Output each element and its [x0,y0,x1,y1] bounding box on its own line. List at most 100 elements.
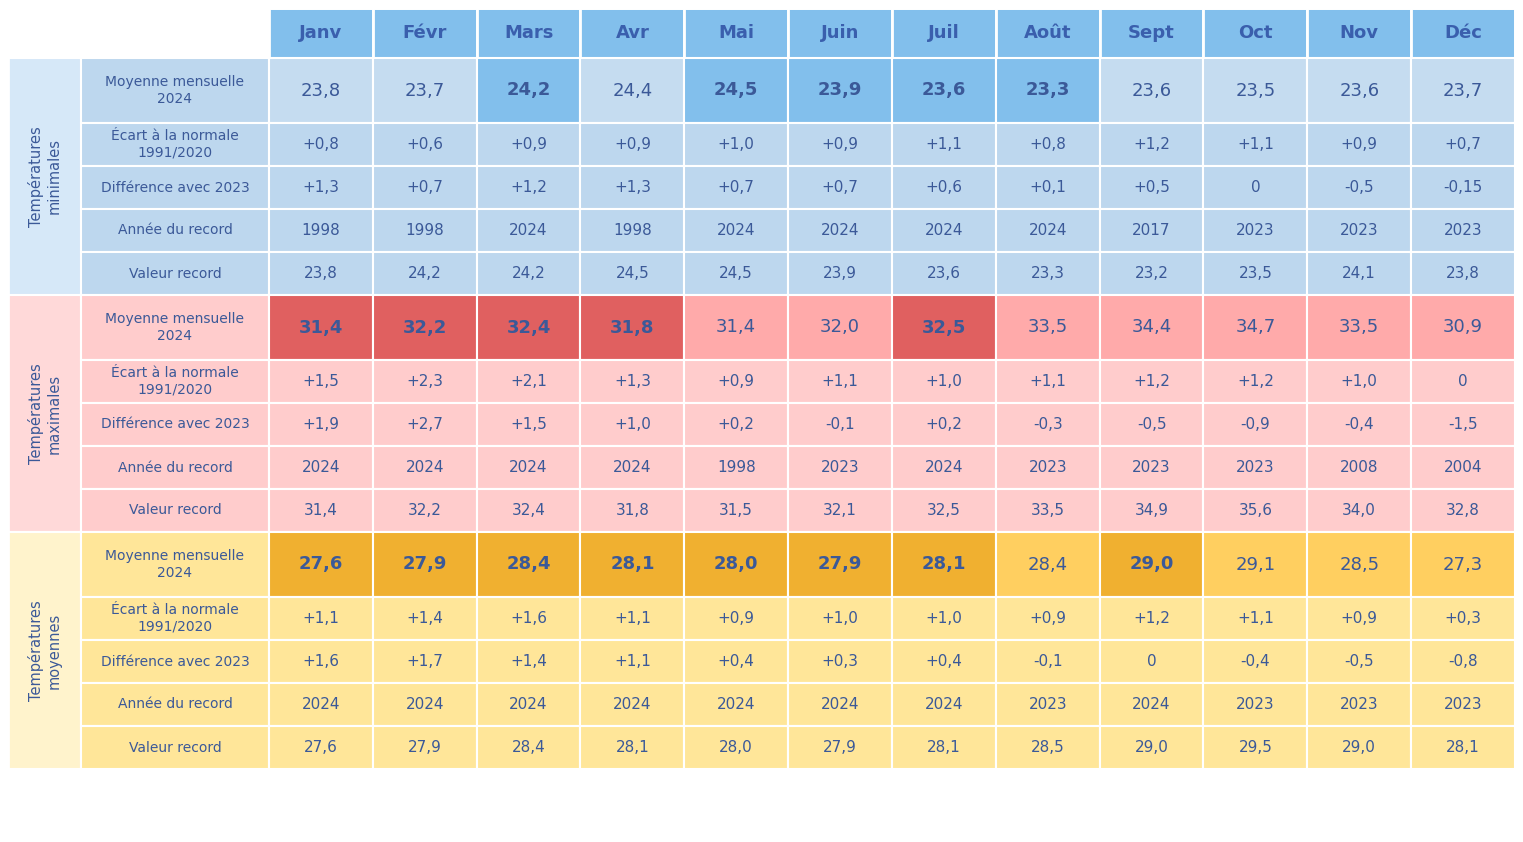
Bar [684,597,789,640]
Bar [270,8,373,58]
Text: +1,3: +1,3 [614,374,650,389]
Bar [8,8,270,58]
Bar [580,166,684,209]
Text: +0,9: +0,9 [717,374,755,389]
Bar [1100,446,1203,489]
Text: +0,4: +0,4 [717,654,755,669]
Bar [270,58,373,123]
Text: 2024: 2024 [614,697,652,712]
Bar [789,726,892,769]
Bar [996,252,1100,295]
Text: 2023: 2023 [1340,223,1378,238]
Bar [580,295,684,360]
Text: 2024: 2024 [302,460,340,475]
Bar [996,209,1100,252]
Bar [81,726,270,769]
Text: 29,1: 29,1 [1235,556,1275,573]
Text: 28,4: 28,4 [1028,556,1068,573]
Text: 34,4: 34,4 [1132,318,1171,337]
Bar [1412,726,1515,769]
Bar [684,446,789,489]
Bar [1412,295,1515,360]
Bar [1203,123,1307,166]
Bar [477,597,580,640]
Bar [684,403,789,446]
Text: +0,9: +0,9 [717,611,755,626]
Text: 28,1: 28,1 [611,556,655,573]
Text: 31,4: 31,4 [716,318,757,337]
Text: +1,6: +1,6 [303,654,340,669]
Text: +0,6: +0,6 [407,137,443,152]
Text: 27,9: 27,9 [818,556,862,573]
Text: 24,5: 24,5 [719,266,754,281]
Bar [1307,726,1412,769]
Text: Juin: Juin [821,24,859,42]
Bar [1412,166,1515,209]
Bar [270,360,373,403]
Text: 2023: 2023 [1237,460,1275,475]
Text: 24,1: 24,1 [1342,266,1377,281]
Text: +1,0: +1,0 [614,417,650,432]
Text: 2023: 2023 [1444,697,1482,712]
Text: -0,8: -0,8 [1448,654,1477,669]
Text: +0,7: +0,7 [717,180,755,195]
Text: +1,3: +1,3 [303,180,340,195]
Bar [892,532,996,597]
Bar [1100,532,1203,597]
Bar [1203,489,1307,532]
Bar [1203,209,1307,252]
Text: 28,4: 28,4 [506,556,551,573]
Text: +0,7: +0,7 [821,180,859,195]
Bar [1307,597,1412,640]
Text: 23,7: 23,7 [405,82,445,99]
Text: +1,5: +1,5 [510,417,547,432]
Text: 23,6: 23,6 [921,82,966,99]
Bar [1307,532,1412,597]
Text: +1,1: +1,1 [1030,374,1066,389]
Bar [580,446,684,489]
Bar [270,640,373,683]
Bar [1412,489,1515,532]
Bar [1307,683,1412,726]
Text: 2024: 2024 [717,697,755,712]
Bar [477,403,580,446]
Bar [580,123,684,166]
Text: 2024: 2024 [509,697,548,712]
Bar [996,8,1100,58]
Text: +1,0: +1,0 [926,611,963,626]
Bar [1203,726,1307,769]
Text: +1,1: +1,1 [1237,611,1273,626]
Bar [1203,295,1307,360]
Text: 35,6: 35,6 [1238,503,1272,518]
Bar [270,726,373,769]
Text: +1,0: +1,0 [717,137,755,152]
Bar [373,252,477,295]
Bar [580,726,684,769]
Bar [81,360,270,403]
Text: +1,2: +1,2 [1133,137,1170,152]
Text: 23,8: 23,8 [305,266,338,281]
Text: 32,4: 32,4 [506,318,551,337]
Text: 28,5: 28,5 [1339,556,1380,573]
Text: 27,6: 27,6 [299,556,343,573]
Text: +0,6: +0,6 [926,180,963,195]
Bar [1203,640,1307,683]
Bar [1412,360,1515,403]
Text: +2,1: +2,1 [510,374,547,389]
Bar [81,640,270,683]
Bar [684,640,789,683]
Text: 2024: 2024 [509,460,548,475]
Text: +1,6: +1,6 [510,611,547,626]
Text: +1,1: +1,1 [303,611,340,626]
Bar [1203,403,1307,446]
Text: 32,5: 32,5 [921,318,966,337]
Bar [789,58,892,123]
Text: 27,9: 27,9 [822,740,857,755]
Text: 28,1: 28,1 [928,740,961,755]
Text: +0,4: +0,4 [926,654,963,669]
Text: 24,4: 24,4 [612,82,652,99]
Text: 32,2: 32,2 [402,318,446,337]
Text: 2024: 2024 [509,223,548,238]
Bar [789,166,892,209]
Bar [1307,252,1412,295]
